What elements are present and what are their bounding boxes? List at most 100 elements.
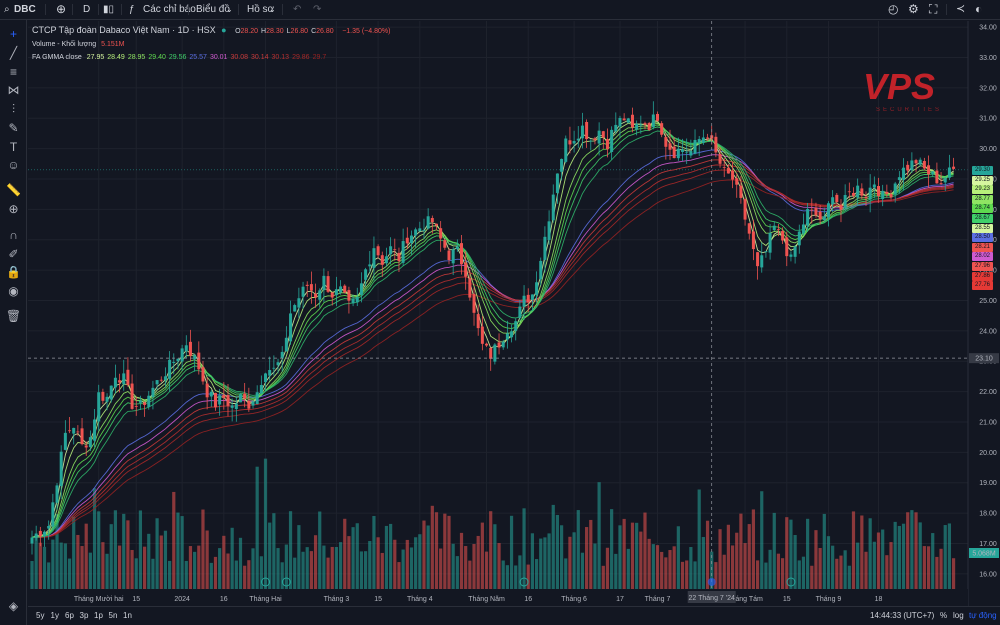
time-axis[interactable]: Tháng Mười hai 15 2024 16 Tháng Hai Tháng 3 15…	[28, 577, 968, 606]
volume-bar	[138, 510, 143, 589]
volume-bar	[781, 558, 785, 589]
candle-body	[947, 167, 951, 178]
volume-bar	[726, 524, 730, 589]
auto-toggle[interactable]: tự động	[969, 611, 997, 620]
gmma-label[interactable]: FA GMMA close	[32, 54, 82, 61]
candles-icon[interactable]: ▮▯	[103, 4, 115, 15]
price-tick-label: 16.00	[979, 571, 997, 578]
volume-bar	[47, 562, 51, 589]
log-toggle[interactable]: log	[953, 611, 964, 620]
candle-body	[389, 246, 393, 255]
gmma-value: 30.01	[209, 54, 228, 61]
candle-body	[68, 430, 72, 432]
candle-body	[501, 341, 505, 348]
price-chart[interactable]: VPS SECURITIES 34.00 33.00 32.00 31.00 30.00…	[28, 21, 1000, 606]
interval-selector[interactable]: D	[83, 4, 91, 15]
volume-bar	[876, 532, 881, 589]
horizontal-lines-icon[interactable]: ≡	[9, 65, 17, 79]
candle-body	[622, 118, 626, 121]
search-icon[interactable]: ⌕	[4, 4, 10, 15]
fib-icon[interactable]: ⫶	[11, 102, 15, 116]
candle-body	[510, 331, 514, 338]
range-button-5n[interactable]: 5n	[108, 611, 118, 620]
pencil-lock-icon[interactable]: ✐	[8, 247, 19, 261]
volume-bar	[589, 519, 593, 589]
volume-bar	[693, 561, 697, 589]
symbol-title[interactable]: CTCP Tập đoàn Dabaco Việt Nam · 1D · HSX	[32, 25, 216, 35]
chevron-down-icon[interactable]: ⌄	[269, 5, 276, 14]
symbol-search[interactable]: DBC	[14, 4, 36, 15]
clock-time[interactable]: 14:44:33 (UTC+7)	[870, 611, 935, 620]
candle-body	[343, 285, 347, 293]
volume-bar	[63, 543, 67, 589]
text-icon[interactable]: T	[9, 140, 18, 154]
crosshair-icon[interactable]: +	[9, 27, 17, 41]
chevron-down-icon[interactable]: ⌄	[226, 5, 233, 14]
candle-body	[422, 230, 426, 231]
volume-bar	[280, 562, 284, 589]
price-tick-label: 26.00	[979, 268, 997, 275]
candle-body	[656, 113, 659, 121]
percent-toggle[interactable]: %	[940, 611, 948, 620]
range-button-1n[interactable]: 1n	[123, 611, 132, 620]
undo-icon[interactable]: ↶	[293, 4, 302, 15]
range-button-3p[interactable]: 3p	[79, 611, 89, 620]
trendline-icon[interactable]: ╱	[9, 46, 18, 60]
profile-button[interactable]: Hồ sơ	[247, 4, 275, 15]
gear-icon[interactable]: ⚙	[908, 2, 919, 16]
candle-body	[205, 383, 209, 398]
candle-body	[63, 432, 67, 450]
candle-body	[222, 394, 226, 399]
price-axis[interactable]: 34.0033.0032.0031.0030.0029.0028.0027.00…	[967, 21, 1000, 606]
layers-icon[interactable]: ◈	[8, 599, 19, 613]
chart-type-button[interactable]: Biểu đồ	[196, 4, 230, 15]
candle-body	[877, 186, 881, 197]
volume-bar	[188, 546, 193, 589]
range-button-1y[interactable]: 1y	[50, 611, 59, 620]
compare-add-icon[interactable]: ⊕	[56, 2, 67, 16]
volume-bar	[405, 539, 409, 589]
redo-icon[interactable]: ↷	[313, 4, 322, 15]
candle-body	[339, 286, 343, 293]
brush-icon[interactable]: ✎	[8, 121, 19, 135]
magnet-icon[interactable]: ∩	[9, 228, 18, 242]
indicators-button[interactable]: Các chỉ báo	[143, 4, 196, 15]
candle-body	[751, 231, 755, 250]
volume-bar	[901, 523, 906, 589]
volume-bar	[810, 565, 814, 589]
candle-body	[706, 137, 710, 139]
volume-bar	[338, 542, 343, 589]
zoom-icon[interactable]: ⊕	[8, 202, 19, 216]
volume-bar	[113, 510, 117, 589]
volume-bar	[484, 551, 489, 589]
volume-bar	[831, 545, 835, 589]
lock-icon[interactable]: 🔒	[6, 265, 21, 279]
trash-icon[interactable]: 🗑	[5, 309, 22, 323]
volume-label[interactable]: Volume - Khối lượng	[32, 41, 97, 48]
volume-bar	[931, 533, 935, 589]
volume-bar	[618, 525, 622, 589]
indicators-icon[interactable]: ƒ	[129, 4, 135, 15]
candle-body	[601, 131, 605, 138]
candle-body	[847, 191, 851, 193]
range-button-5y[interactable]: 5y	[36, 611, 45, 620]
range-button-1p[interactable]: 1p	[94, 611, 103, 620]
range-button-6p[interactable]: 6p	[65, 611, 74, 620]
emoji-icon[interactable]: ☺	[7, 158, 20, 172]
volume-bar	[547, 533, 551, 589]
candle-body	[935, 170, 939, 184]
eye-icon[interactable]: ◉	[8, 284, 19, 298]
candle-body	[384, 256, 388, 264]
time-tick-label: Tháng 7	[645, 596, 671, 603]
pitchfork-icon[interactable]: ⋈	[7, 83, 20, 97]
volume-bar	[701, 537, 705, 589]
fullscreen-icon[interactable]: ⛶	[929, 2, 938, 16]
price-tag: 28.55	[972, 223, 993, 233]
share-icon[interactable]: ≺	[956, 3, 966, 15]
candle-body	[130, 383, 134, 409]
snapshot-icon[interactable]: ◴	[888, 2, 899, 16]
volume-bar	[359, 551, 364, 589]
ruler-icon[interactable]: 📏	[6, 183, 21, 197]
volume-bar	[935, 556, 939, 589]
volume-bar	[643, 512, 647, 589]
